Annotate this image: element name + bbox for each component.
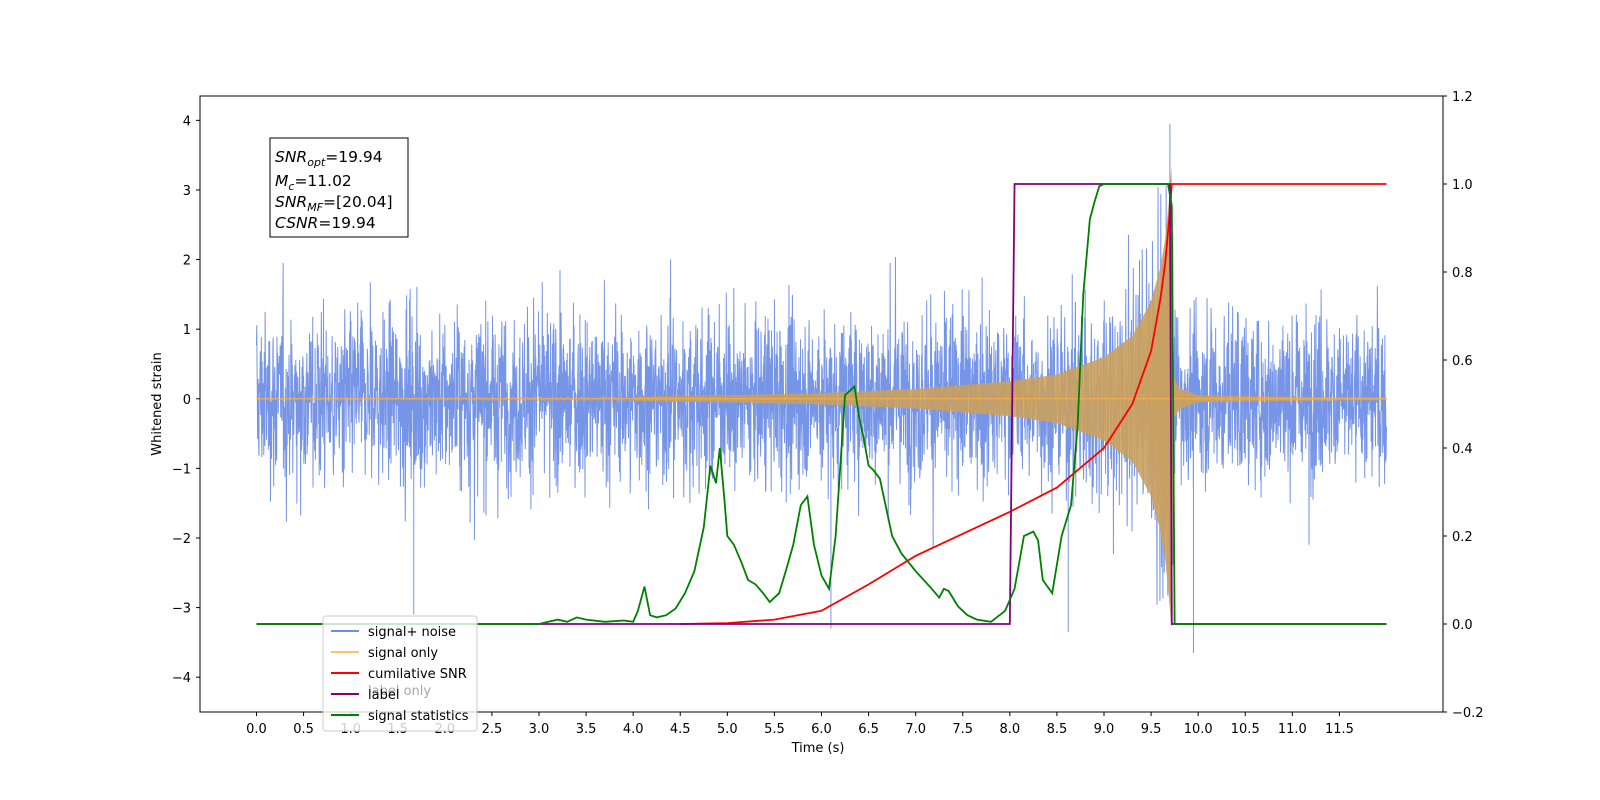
x-tick-label: 8.0 <box>999 722 1020 737</box>
x-tick-label: 5.0 <box>717 722 738 737</box>
y-tick-label: −4 <box>172 671 191 686</box>
plot-area <box>256 123 1387 653</box>
stat-mc: Mc=11.02 <box>275 172 352 193</box>
stat-snr-opt-symbol: SNR <box>275 148 307 166</box>
stat-snr-opt-sub: opt <box>307 156 326 169</box>
legend-label: signal+ noise <box>368 625 456 640</box>
series-signal-statistics <box>256 183 1387 625</box>
x-tick-label: 6.0 <box>811 722 832 737</box>
legend-label: signal only <box>368 646 438 661</box>
stat-mc-symbol: M <box>275 172 288 190</box>
stats-box-frame <box>269 137 409 238</box>
x-tick-label: 0.5 <box>293 722 314 737</box>
y-tick-label: −3 <box>172 602 191 617</box>
x-tick-label: 3.5 <box>576 722 597 737</box>
legend-label: signal statistics <box>368 709 469 724</box>
stats-box: SNRopt=19.94 Mc=11.02 SNRMF=[20.04] CSNR… <box>269 137 409 238</box>
y-tick-label: 1 <box>183 323 191 338</box>
stat-snr-mf: SNRMF=[20.04] <box>275 193 393 214</box>
x-axis-label: Time (s) <box>791 741 845 756</box>
legend-label: label <box>368 688 399 703</box>
legend-label-ghost: label only <box>368 684 431 699</box>
y-tick-label: 2 <box>183 254 191 269</box>
stat-csnr-symbol: CSNR <box>275 214 318 232</box>
x-tick-label: 9.5 <box>1141 722 1162 737</box>
y-right-tick-label: 0.4 <box>1452 442 1473 457</box>
stat-csnr-value: =19.94 <box>318 214 375 232</box>
y-axis-left: 4 3 2 1 0 −1 −2 −3 −4 <box>172 114 200 686</box>
y-tick-label: 3 <box>183 184 191 199</box>
y-right-tick-label: 0.2 <box>1452 530 1473 545</box>
x-tick-label: 10.0 <box>1184 722 1213 737</box>
legend-label: cumilative SNR <box>368 667 467 682</box>
y-axis-right: 1.2 1.0 0.8 0.6 0.4 0.2 0.0 −0.2 <box>1443 90 1484 721</box>
x-tick-label: 7.0 <box>905 722 926 737</box>
y-right-tick-label: 1.0 <box>1452 178 1473 193</box>
y-right-tick-label: 0.8 <box>1452 266 1473 281</box>
y-axis-label: Whitened strain <box>150 352 165 455</box>
stat-snr-mf-value: =[20.04] <box>323 193 392 211</box>
x-tick-label: 11.0 <box>1278 722 1307 737</box>
stat-snr-mf-symbol: SNR <box>275 193 307 211</box>
x-tick-label: 9.0 <box>1094 722 1115 737</box>
series-cumilative-snr <box>680 183 1387 625</box>
x-tick-label: 11.5 <box>1325 722 1354 737</box>
x-tick-label: 2.5 <box>482 722 503 737</box>
x-tick-label: 10.5 <box>1231 722 1260 737</box>
y-tick-label: −1 <box>172 462 191 477</box>
y-right-tick-label: 0.6 <box>1452 354 1473 369</box>
x-tick-label: 8.5 <box>1047 722 1068 737</box>
y-right-tick-label: 0.0 <box>1452 618 1473 633</box>
x-tick-label: 4.5 <box>670 722 691 737</box>
y-right-tick-label: −0.2 <box>1452 706 1484 721</box>
x-tick-label: 0.0 <box>246 722 267 737</box>
y-tick-label: 4 <box>183 114 191 129</box>
y-right-tick-label: 1.2 <box>1452 90 1473 105</box>
x-tick-label: 3.0 <box>529 722 550 737</box>
legend-frame <box>322 615 478 732</box>
stat-csnr: CSNR=19.94 <box>275 214 376 232</box>
y-tick-label: −2 <box>172 532 191 547</box>
x-tick-label: 5.5 <box>764 722 785 737</box>
x-tick-label: 4.0 <box>623 722 644 737</box>
stat-snr-opt-value: =19.94 <box>325 148 382 166</box>
stat-snr-mf-sub: MF <box>307 201 323 214</box>
stat-mc-value: =11.02 <box>294 172 351 190</box>
x-tick-label: 6.5 <box>858 722 879 737</box>
y-tick-label: 0 <box>183 393 191 408</box>
stat-mc-sub: c <box>288 180 294 193</box>
legend: signal+ noise signal only cumilative SNR la… <box>322 615 478 732</box>
x-tick-label: 7.5 <box>952 722 973 737</box>
stat-snr-opt: SNRopt=19.94 <box>275 148 383 169</box>
